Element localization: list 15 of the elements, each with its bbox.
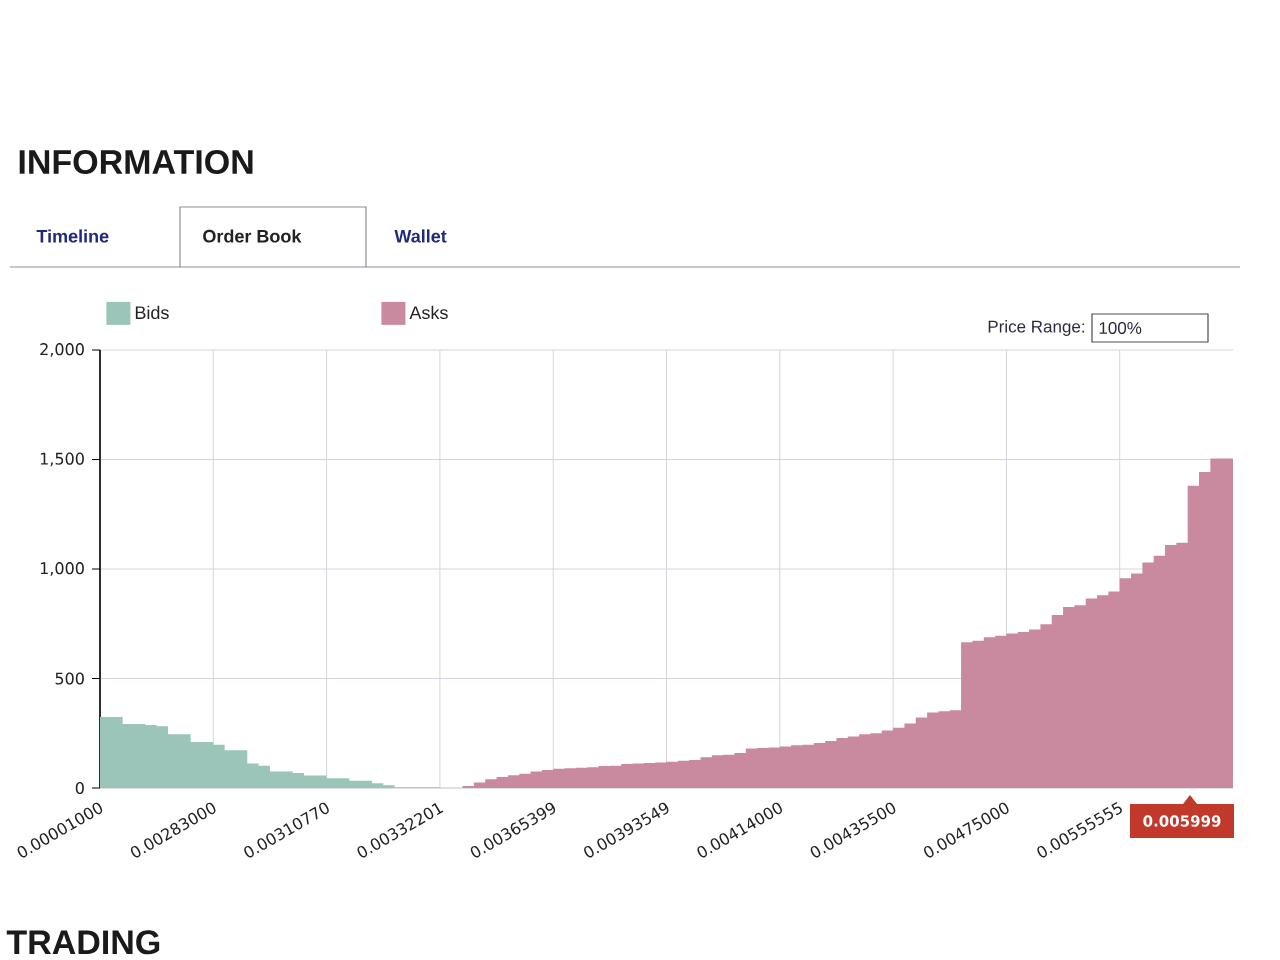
text: 0.005999 [1143, 815, 1221, 827]
y-tick-label: 0 [75, 781, 84, 795]
y-tick-label: 1,500 [40, 452, 84, 467]
text: Order Book [203, 229, 302, 243]
text: Timeline [36, 229, 109, 243]
y-tick-label: 2,000 [40, 343, 84, 357]
legend-label: Asks [409, 305, 448, 320]
chart-title: INFORMATION [19, 149, 253, 175]
legend-label: Bids [135, 305, 169, 320]
y-tick-label: 500 [55, 672, 84, 685]
text: Price Range: [988, 320, 1085, 336]
text: 100% [1099, 321, 1142, 335]
text: Wallet [394, 229, 447, 243]
y-tick-label: 1,000 [40, 562, 84, 576]
text: TRADING [6, 930, 160, 955]
